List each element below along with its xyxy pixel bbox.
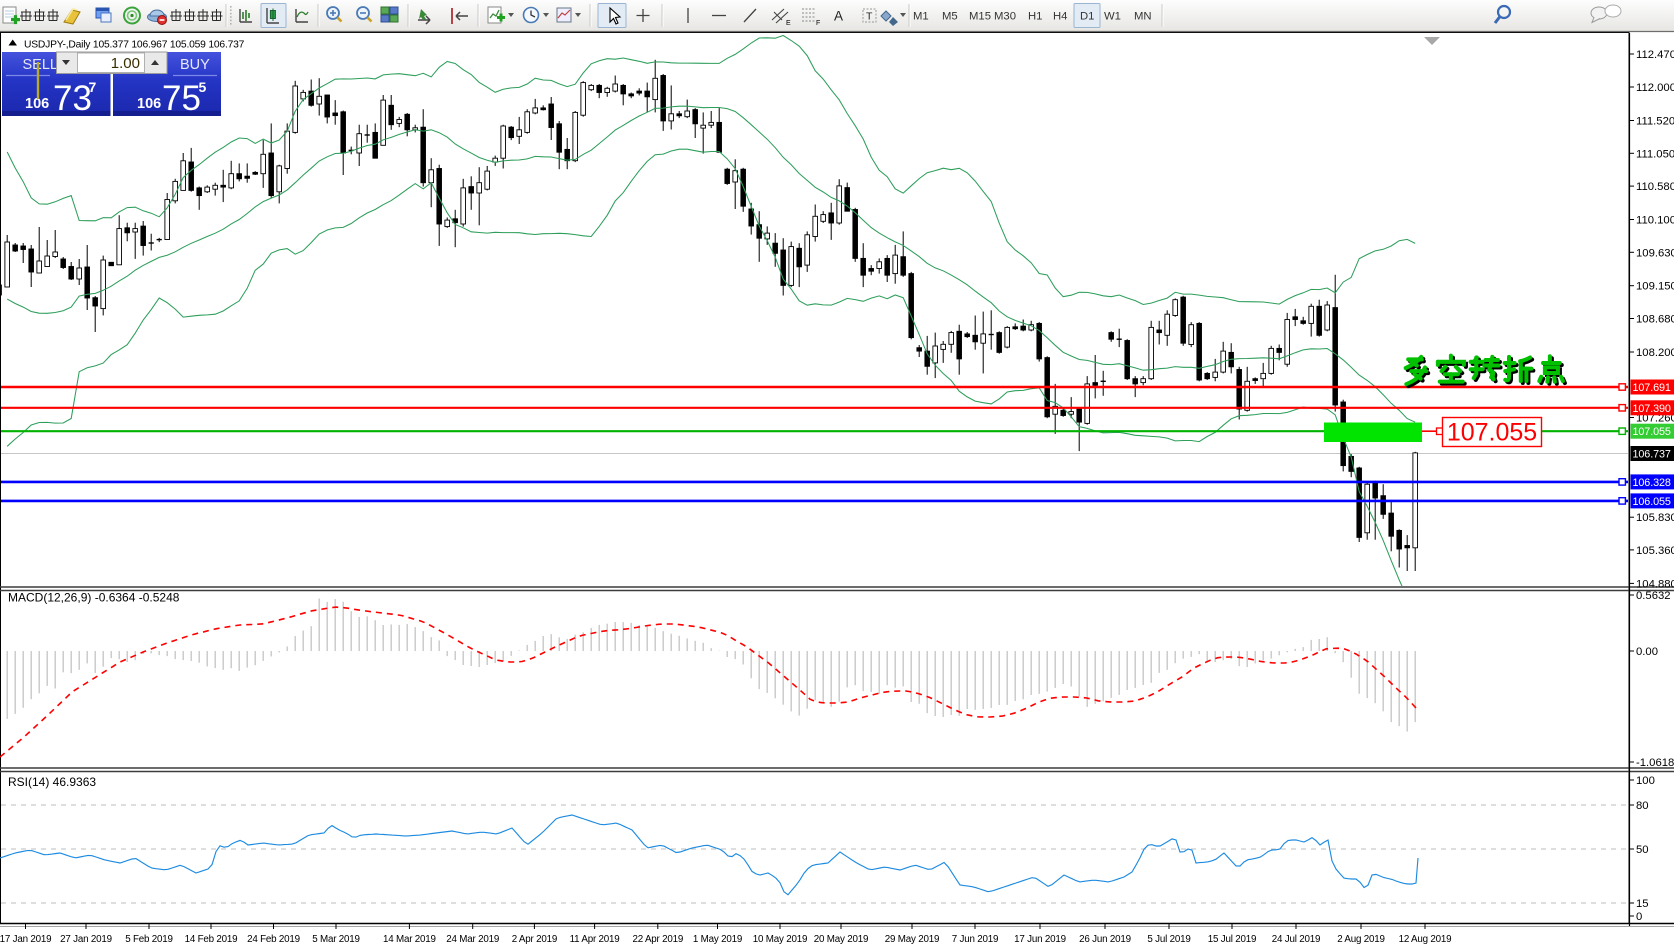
svg-text:11 Apr 2019: 11 Apr 2019 <box>570 934 620 945</box>
svg-text:15: 15 <box>1636 898 1649 910</box>
svg-text:MACD(12,26,9) -0.6364 -0.5248: MACD(12,26,9) -0.6364 -0.5248 <box>8 591 180 605</box>
svg-text:M5: M5 <box>942 11 958 23</box>
svg-text:7: 7 <box>89 79 97 95</box>
svg-text:5: 5 <box>199 79 207 95</box>
svg-text:107.055: 107.055 <box>1447 419 1537 447</box>
svg-text:A: A <box>834 9 843 24</box>
svg-text:111.050: 111.050 <box>1636 148 1674 160</box>
svg-text:24 Mar 2019: 24 Mar 2019 <box>446 934 499 945</box>
svg-text:24 Feb 2019: 24 Feb 2019 <box>247 934 300 945</box>
svg-text:106: 106 <box>137 96 161 112</box>
svg-text:0: 0 <box>1636 911 1642 923</box>
svg-text:17 Jan 2019: 17 Jan 2019 <box>0 934 51 945</box>
svg-text:107.055: 107.055 <box>1633 426 1671 438</box>
svg-text:105.360: 105.360 <box>1636 545 1674 557</box>
svg-text:112.000: 112.000 <box>1636 82 1674 94</box>
svg-text:0.00: 0.00 <box>1636 646 1658 658</box>
svg-text:12 Aug 2019: 12 Aug 2019 <box>1399 934 1452 945</box>
svg-text:E: E <box>786 20 791 27</box>
svg-text:M1: M1 <box>913 11 929 23</box>
svg-text:26 Jun 2019: 26 Jun 2019 <box>1079 934 1131 945</box>
svg-text:100: 100 <box>1636 775 1655 787</box>
svg-text:108.200: 108.200 <box>1636 347 1674 359</box>
svg-text:20 May 2019: 20 May 2019 <box>814 934 868 945</box>
svg-text:108.680: 108.680 <box>1636 314 1674 326</box>
svg-text:24 Jul 2019: 24 Jul 2019 <box>1272 934 1320 945</box>
svg-text:106.328: 106.328 <box>1633 477 1671 489</box>
svg-text:107.691: 107.691 <box>1633 382 1671 394</box>
svg-text:104.880: 104.880 <box>1636 578 1674 590</box>
svg-text:14 Feb 2019: 14 Feb 2019 <box>185 934 238 945</box>
svg-text:106: 106 <box>25 96 49 112</box>
svg-text:29 May 2019: 29 May 2019 <box>885 934 939 945</box>
svg-text:2 Aug 2019: 2 Aug 2019 <box>1337 934 1385 945</box>
svg-text:110.100: 110.100 <box>1636 215 1674 227</box>
svg-text:15 Jul 2019: 15 Jul 2019 <box>1208 934 1256 945</box>
svg-text:109.150: 109.150 <box>1636 281 1674 293</box>
svg-text:107.390: 107.390 <box>1633 403 1671 415</box>
svg-text:75: 75 <box>162 79 201 118</box>
svg-text:22 Apr 2019: 22 Apr 2019 <box>632 934 683 945</box>
svg-text:106.737: 106.737 <box>1633 449 1671 461</box>
svg-text:10 May 2019: 10 May 2019 <box>753 934 807 945</box>
svg-text:73: 73 <box>53 79 92 118</box>
svg-text:2 Apr 2019: 2 Apr 2019 <box>512 934 557 945</box>
svg-text:5 Feb 2019: 5 Feb 2019 <box>125 934 173 945</box>
svg-text:5 Mar 2019: 5 Mar 2019 <box>312 934 360 945</box>
svg-text:M15: M15 <box>969 11 991 23</box>
svg-text:17 Jun 2019: 17 Jun 2019 <box>1014 934 1066 945</box>
svg-text:112.470: 112.470 <box>1636 49 1674 61</box>
svg-text:H1: H1 <box>1028 11 1042 23</box>
svg-text:110.580: 110.580 <box>1636 181 1674 193</box>
svg-text:-1.0618: -1.0618 <box>1636 757 1674 769</box>
svg-text:106.055: 106.055 <box>1633 496 1671 508</box>
svg-text:M30: M30 <box>994 11 1016 23</box>
svg-text:80: 80 <box>1636 800 1649 812</box>
svg-text:111.520: 111.520 <box>1636 116 1674 128</box>
svg-text:7 Jun 2019: 7 Jun 2019 <box>952 934 998 945</box>
svg-text:BUY: BUY <box>180 57 210 73</box>
svg-text:RSI(14) 46.9363: RSI(14) 46.9363 <box>8 775 96 789</box>
svg-text:14 Mar 2019: 14 Mar 2019 <box>383 934 436 945</box>
svg-text:W1: W1 <box>1104 11 1121 23</box>
svg-text:5 Jul 2019: 5 Jul 2019 <box>1147 934 1190 945</box>
svg-text:109.630: 109.630 <box>1636 247 1674 259</box>
svg-text:MN: MN <box>1134 11 1152 23</box>
svg-text:F: F <box>816 20 820 27</box>
svg-text:H4: H4 <box>1053 11 1067 23</box>
svg-text:1 May 2019: 1 May 2019 <box>693 934 742 945</box>
svg-text:105.830: 105.830 <box>1636 512 1674 524</box>
svg-text:1.00: 1.00 <box>111 55 140 72</box>
svg-text:50: 50 <box>1636 844 1649 856</box>
svg-text:D1: D1 <box>1080 11 1094 23</box>
svg-text:SELL: SELL <box>23 57 58 73</box>
svg-text:T: T <box>866 11 873 23</box>
svg-text:107.260: 107.260 <box>1636 413 1674 425</box>
svg-text:27 Jan 2019: 27 Jan 2019 <box>60 934 112 945</box>
svg-text:USDJPY-,Daily 105.377 106.967: USDJPY-,Daily 105.377 106.967 105.059 10… <box>24 40 245 51</box>
svg-text:0.5632: 0.5632 <box>1636 590 1671 602</box>
